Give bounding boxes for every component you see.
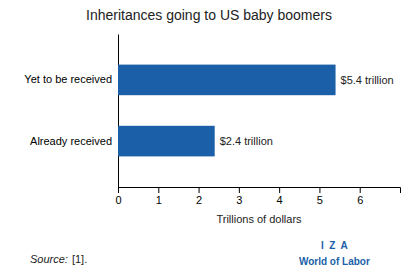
y-tick-label: Already received — [30, 135, 112, 147]
y-tick: Already received — [30, 135, 112, 147]
x-tick-label: 4 — [277, 194, 283, 206]
x-tick-label: 5 — [317, 194, 323, 206]
source-reference: [1]. — [72, 253, 87, 265]
y-tick-label: Yet to be received — [24, 73, 112, 85]
x-tick-mark — [319, 187, 320, 193]
x-tick-mark — [199, 187, 200, 193]
x-tick-mark — [239, 187, 240, 193]
x-axis-title: Trillions of dollars — [216, 213, 302, 225]
x-tick-label: 3 — [236, 194, 242, 206]
x-tick-label: 1 — [156, 194, 162, 206]
logo-subtext: World of Labor — [299, 256, 370, 267]
x-tick-label: 6 — [357, 194, 363, 206]
x-tick: 5 — [317, 187, 323, 206]
x-tick: 0 — [115, 187, 121, 206]
data-label: $2.4 trillion — [220, 135, 273, 147]
x-tick-mark — [158, 187, 159, 193]
bars — [118, 65, 336, 157]
x-tick-mark — [118, 187, 119, 193]
logo-text: I Z A — [321, 240, 348, 251]
y-axis: Already received Yet to be received — [24, 35, 118, 188]
x-tick: 1 — [156, 187, 162, 206]
x-tick: 3 — [236, 187, 242, 206]
x-tick: 4 — [277, 187, 283, 206]
bar — [118, 126, 215, 157]
chart: Inheritances going to US baby boomers 0 1 2… — [0, 0, 418, 277]
x-tick-label: 0 — [115, 194, 121, 206]
title: Inheritances going to US baby boomers — [86, 7, 332, 23]
plot: 0 1 2 3 4 5 6 Already received Yet to be receive… — [24, 35, 400, 226]
y-tick: Yet to be received — [24, 73, 112, 85]
x-axis-line — [119, 188, 401, 194]
x-tick: 6 — [357, 187, 363, 206]
annotations: Source: [1]. I Z A World of Labor — [30, 240, 370, 267]
x-tick-mark — [360, 187, 361, 193]
x-tick-mark — [279, 187, 280, 193]
data-label: $5.4 trillion — [341, 74, 394, 86]
x-tick-label: 2 — [196, 194, 202, 206]
bar — [118, 65, 336, 96]
x-axis: 0 1 2 3 4 5 6 — [115, 187, 400, 206]
source-label: Source: — [30, 253, 68, 265]
y-axis-line — [118, 35, 119, 188]
data-labels: $2.4 trillion $5.4 trillion — [220, 74, 394, 147]
x-tick: 2 — [196, 187, 202, 206]
